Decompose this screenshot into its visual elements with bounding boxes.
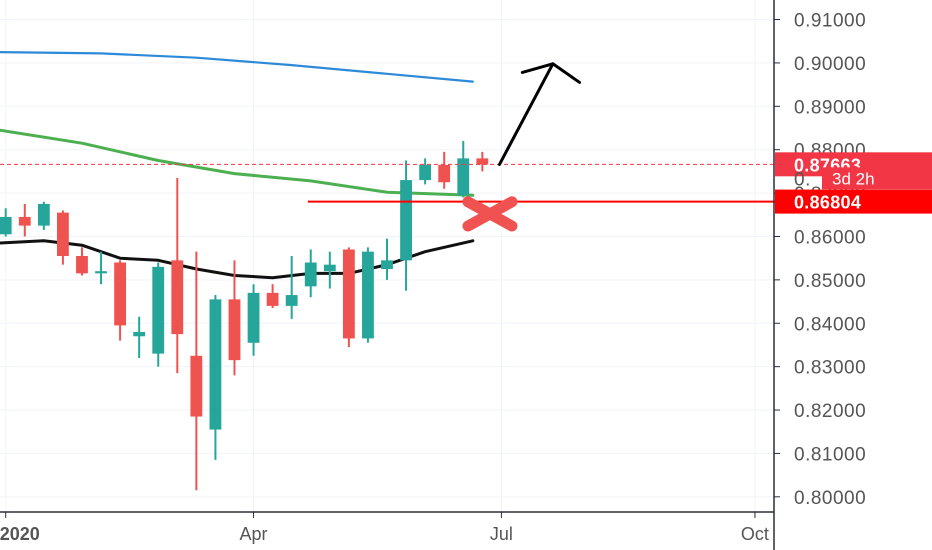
candle-body[interactable] <box>457 158 470 196</box>
candle-body[interactable] <box>0 216 12 235</box>
candle-body[interactable] <box>57 212 69 256</box>
candle-body[interactable] <box>95 271 107 274</box>
price-tick-label: 0.90000 <box>794 54 866 75</box>
rejection-x-icon[interactable] <box>462 196 518 232</box>
level-price-tag <box>775 189 932 214</box>
price-tick-label: 0.91000 <box>794 11 866 32</box>
candle-body[interactable] <box>171 260 184 335</box>
candle-body[interactable] <box>18 216 31 226</box>
projection-arrow-line[interactable] <box>497 62 555 166</box>
price-tick-label: 0.81000 <box>794 444 866 465</box>
candle-body[interactable] <box>190 355 203 417</box>
price-tick-label: 0.83000 <box>794 358 866 379</box>
candle-body[interactable] <box>76 256 88 274</box>
candle-body[interactable] <box>438 164 451 183</box>
candle-body[interactable] <box>419 164 432 181</box>
candle-body[interactable] <box>37 203 50 226</box>
candle-body[interactable] <box>247 292 260 343</box>
candle-body[interactable] <box>400 180 412 261</box>
candle-body[interactable] <box>228 299 241 361</box>
countdown-tag-label: 3d 2h <box>832 169 875 188</box>
time-tick-label: Apr <box>240 524 268 544</box>
price-axis[interactable]: 0.910000.900000.890000.880000.870000.860… <box>773 0 866 550</box>
price-tick-label: 0.89000 <box>794 97 866 118</box>
countdown-tag <box>822 167 932 190</box>
drawing-layer[interactable] <box>0 62 780 232</box>
time-tick-label: Oct <box>741 524 769 544</box>
candle-body[interactable] <box>362 251 374 339</box>
time-tick-label: Jul <box>490 524 513 544</box>
projection-arrow-head[interactable] <box>520 62 582 84</box>
moving-average-line <box>0 128 475 197</box>
price-tick-label: 0.80000 <box>794 488 866 509</box>
candle-body[interactable] <box>476 158 489 165</box>
candle-body[interactable] <box>381 260 393 270</box>
price-tick-label: 0.86000 <box>794 227 866 248</box>
clipped-price-label: 0. <box>794 169 811 190</box>
candle-body[interactable] <box>152 266 165 354</box>
candle-body[interactable] <box>133 331 146 337</box>
candle-body[interactable] <box>304 262 317 287</box>
candle-body[interactable] <box>285 295 298 306</box>
candle-body[interactable] <box>323 264 336 272</box>
price-tick-label: 0.84000 <box>794 314 866 335</box>
level-price-tag-label: 0.86804 <box>794 193 861 213</box>
time-axis[interactable]: 2020 Apr Jul Oct <box>0 511 774 544</box>
candlestick-series[interactable] <box>0 141 489 491</box>
time-tick-label: 2020 <box>0 524 40 544</box>
moving-average-line <box>0 51 474 83</box>
candle-body[interactable] <box>114 262 127 326</box>
candle-body[interactable] <box>266 292 279 306</box>
candle-body[interactable] <box>209 299 222 430</box>
candle-body[interactable] <box>342 249 355 339</box>
price-tick-label: 0.82000 <box>794 401 866 422</box>
price-tick-label: 0.85000 <box>794 271 866 292</box>
